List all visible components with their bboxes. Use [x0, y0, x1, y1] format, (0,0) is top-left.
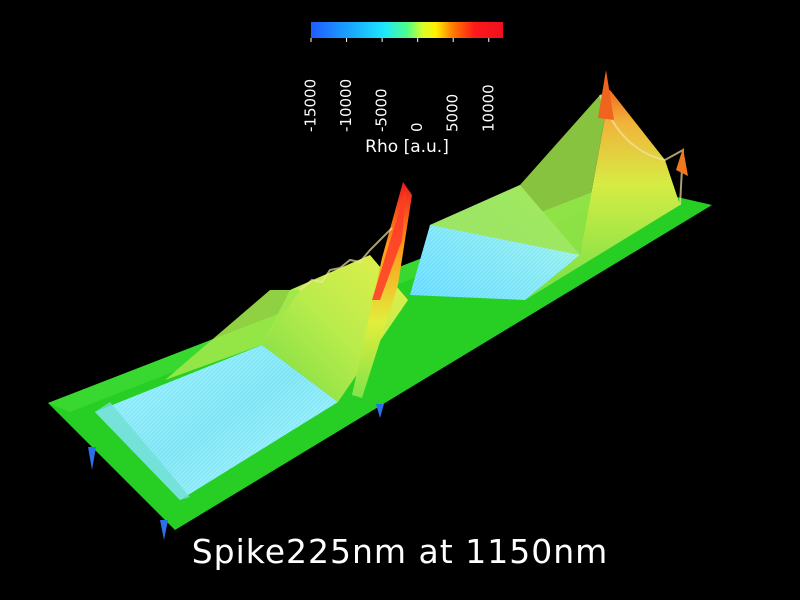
- right-wall: [525, 90, 680, 300]
- colorbar-tick-label: 0: [408, 122, 426, 132]
- central-spike-jagged-edge: [299, 227, 393, 291]
- spike-tip-center: [376, 404, 384, 418]
- colorbar-ticks: -15000 -10000 -5000 0 5000 10000: [302, 38, 497, 132]
- colorbar-label: Rho [a.u.]: [365, 137, 449, 157]
- left-trough-rim: [95, 402, 190, 500]
- plot-caption: Spike225nm at 1150nm: [192, 532, 609, 571]
- right-corner-peak: [676, 148, 688, 176]
- left-slope-upper: [165, 290, 300, 380]
- colorbar-tick-label: -10000: [337, 79, 355, 132]
- colorbar-tick-label: 5000: [444, 94, 462, 132]
- colorbar: [311, 22, 503, 38]
- colorbar-tick-label: -5000: [373, 88, 391, 132]
- spike-tip-front: [160, 520, 168, 540]
- central-spike-highlight: [372, 188, 406, 300]
- right-back-peak: [598, 70, 614, 120]
- spike-tip-left: [88, 447, 96, 470]
- colorbar-tick-label: 10000: [479, 84, 497, 132]
- right-back-panel: [430, 90, 610, 255]
- colorbar-tick-label: -15000: [302, 79, 320, 132]
